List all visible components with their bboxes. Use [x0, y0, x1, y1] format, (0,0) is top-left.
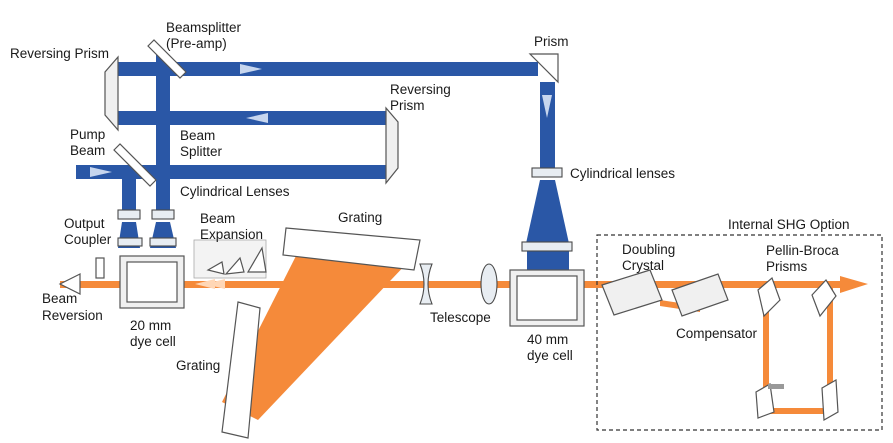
label-beam-reversion-1: Beam	[42, 291, 77, 306]
grating-bottom	[221, 301, 261, 439]
cylindrical-lenses-left	[117, 209, 177, 247]
telescope	[419, 263, 498, 305]
label-output-2: Coupler	[64, 232, 112, 247]
label-compensator: Compensator	[676, 326, 758, 341]
label-beam-splitter-1: Beam	[180, 128, 215, 143]
laser-beam-paths	[58, 248, 868, 420]
label-pellin-broca-2: Prisms	[766, 259, 807, 274]
label-pump-2: Beam	[70, 143, 105, 158]
doubling-crystal	[601, 269, 663, 316]
label-20mm-1: 20 mm	[130, 318, 171, 333]
label-prism-top: Prism	[534, 34, 569, 49]
diagram-labels: Reversing Prism Beamsplitter (Pre-amp) P…	[10, 20, 850, 373]
label-cyl-lenses-left: Cylindrical Lenses	[180, 184, 290, 199]
label-beam-reversion-2: Reversion	[42, 308, 103, 323]
label-40mm-1: 40 mm	[527, 332, 568, 347]
compensator	[671, 273, 729, 317]
dye-cell-20mm	[119, 255, 185, 309]
label-40mm-2: dye cell	[527, 348, 573, 363]
label-grating-top: Grating	[338, 210, 382, 225]
label-reversing-prism-left: Reversing Prism	[10, 46, 109, 61]
label-beam-expansion-1: Beam	[200, 211, 235, 226]
shg-option-box	[596, 234, 883, 431]
label-shg-option: Internal SHG Option	[728, 217, 850, 232]
beam-expansion-prisms	[193, 239, 267, 279]
label-preamp: (Pre-amp)	[166, 36, 227, 51]
reversing-prism-left	[104, 55, 119, 132]
label-doubling-1: Doubling	[622, 242, 675, 257]
prism-top	[528, 53, 559, 84]
label-grating-bottom: Grating	[176, 358, 220, 373]
label-beam-splitter-2: Splitter	[180, 144, 223, 159]
label-reversing-right-2: Prism	[390, 98, 425, 113]
pellin-broca-prisms	[755, 276, 839, 421]
label-beam-expansion-2: Expansion	[200, 227, 263, 242]
label-output-1: Output	[64, 216, 105, 231]
label-beamsplitter: Beamsplitter	[166, 20, 242, 35]
label-pellin-broca-1: Pellin-Broca	[766, 243, 839, 258]
output-coupler	[95, 257, 105, 279]
beamsplitter-preamp	[147, 39, 187, 79]
dye-cell-40mm	[509, 269, 585, 327]
reversing-prism-right	[385, 106, 399, 185]
beam-splitter	[113, 143, 157, 187]
label-cyl-lenses-right: Cylindrical lenses	[570, 166, 675, 181]
label-pump-1: Pump	[70, 127, 105, 142]
cylindrical-lenses-right	[521, 167, 573, 252]
label-reversing-right-1: Reversing	[390, 82, 451, 97]
label-20mm-2: dye cell	[130, 334, 176, 349]
label-telescope: Telescope	[430, 310, 491, 325]
grating-top	[282, 227, 421, 271]
label-doubling-2: Crystal	[622, 258, 664, 273]
